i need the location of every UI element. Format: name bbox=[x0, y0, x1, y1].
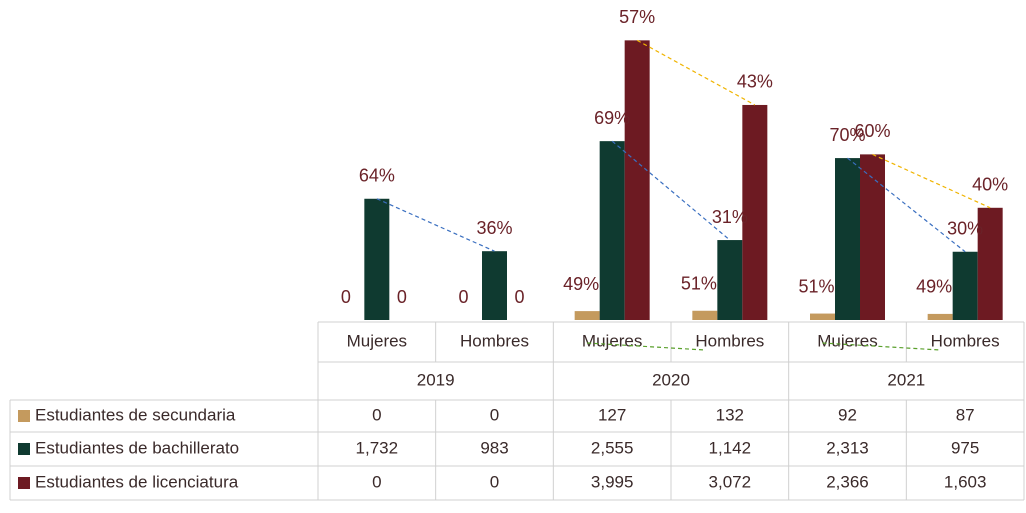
bar bbox=[692, 310, 718, 320]
trend-line bbox=[611, 140, 731, 241]
x-tick-label: Mujeres bbox=[582, 331, 642, 350]
trend-line bbox=[636, 39, 756, 106]
bar bbox=[624, 40, 650, 320]
bar bbox=[927, 313, 953, 320]
bar bbox=[860, 154, 885, 320]
data-label: 49% bbox=[563, 274, 599, 294]
data-label: 60% bbox=[854, 121, 890, 141]
legend-label: Estudiantes de bachillerato bbox=[35, 438, 239, 457]
bar bbox=[810, 313, 835, 320]
data-label: 0 bbox=[458, 287, 468, 307]
group-label: 2019 bbox=[417, 370, 455, 389]
data-label: 40% bbox=[972, 175, 1008, 195]
table-cell: 87 bbox=[956, 405, 975, 424]
data-label: 31% bbox=[712, 207, 748, 227]
x-tick-label: Hombres bbox=[460, 331, 529, 350]
table-cell: 1,603 bbox=[944, 472, 987, 491]
table-cell: 2,313 bbox=[826, 438, 869, 457]
table-cell: 0 bbox=[490, 405, 499, 424]
data-label: 49% bbox=[916, 277, 952, 297]
data-label: 43% bbox=[737, 72, 773, 92]
table-cell: 2,555 bbox=[591, 438, 634, 457]
bar bbox=[574, 311, 600, 320]
table-cell: 1,142 bbox=[709, 438, 752, 457]
bar bbox=[717, 240, 743, 320]
x-tick-label: Hombres bbox=[695, 331, 764, 350]
legend-swatch bbox=[18, 477, 30, 489]
table-cell: 1,732 bbox=[356, 438, 399, 457]
x-tick-label: Mujeres bbox=[347, 331, 407, 350]
x-tick-label: Mujeres bbox=[817, 331, 877, 350]
bar bbox=[364, 198, 390, 320]
table-cell: 92 bbox=[838, 405, 857, 424]
x-tick-label: Hombres bbox=[931, 331, 1000, 350]
group-label: 2020 bbox=[652, 370, 690, 389]
data-label: 36% bbox=[476, 218, 512, 238]
data-label: 51% bbox=[681, 274, 717, 294]
legend-label: Estudiantes de secundaria bbox=[35, 405, 236, 424]
bar bbox=[977, 207, 1003, 320]
data-label: 0 bbox=[514, 287, 524, 307]
data-label: 64% bbox=[359, 166, 395, 186]
bar bbox=[952, 251, 978, 320]
data-label: 51% bbox=[798, 276, 834, 296]
legend-swatch bbox=[18, 410, 30, 422]
trend-line bbox=[822, 342, 941, 351]
table-cell: 127 bbox=[598, 405, 626, 424]
bar bbox=[482, 251, 507, 320]
legend-label: Estudiantes de licenciatura bbox=[35, 472, 239, 491]
table-cell: 0 bbox=[490, 472, 499, 491]
table-cell: 0 bbox=[372, 472, 381, 491]
table-cell: 983 bbox=[480, 438, 508, 457]
bar bbox=[599, 141, 625, 320]
trend-line bbox=[587, 342, 705, 351]
table-cell: 975 bbox=[951, 438, 979, 457]
data-label: 0 bbox=[341, 287, 351, 307]
trend-line bbox=[376, 198, 495, 252]
table-cell: 3,995 bbox=[591, 472, 634, 491]
legend-swatch bbox=[18, 443, 30, 455]
table-cell: 0 bbox=[372, 405, 381, 424]
trend-line bbox=[872, 153, 991, 209]
table-cell: 2,366 bbox=[826, 472, 869, 491]
data-label: 0 bbox=[397, 287, 407, 307]
data-label: 30% bbox=[947, 219, 983, 239]
data-label: 69% bbox=[594, 108, 630, 128]
group-label: 2021 bbox=[887, 370, 925, 389]
bar bbox=[835, 158, 860, 320]
table-cell: 132 bbox=[716, 405, 744, 424]
bar bbox=[742, 104, 768, 321]
data-label: 57% bbox=[619, 7, 655, 27]
table-cell: 3,072 bbox=[709, 472, 752, 491]
data-label: 70% bbox=[829, 125, 865, 145]
